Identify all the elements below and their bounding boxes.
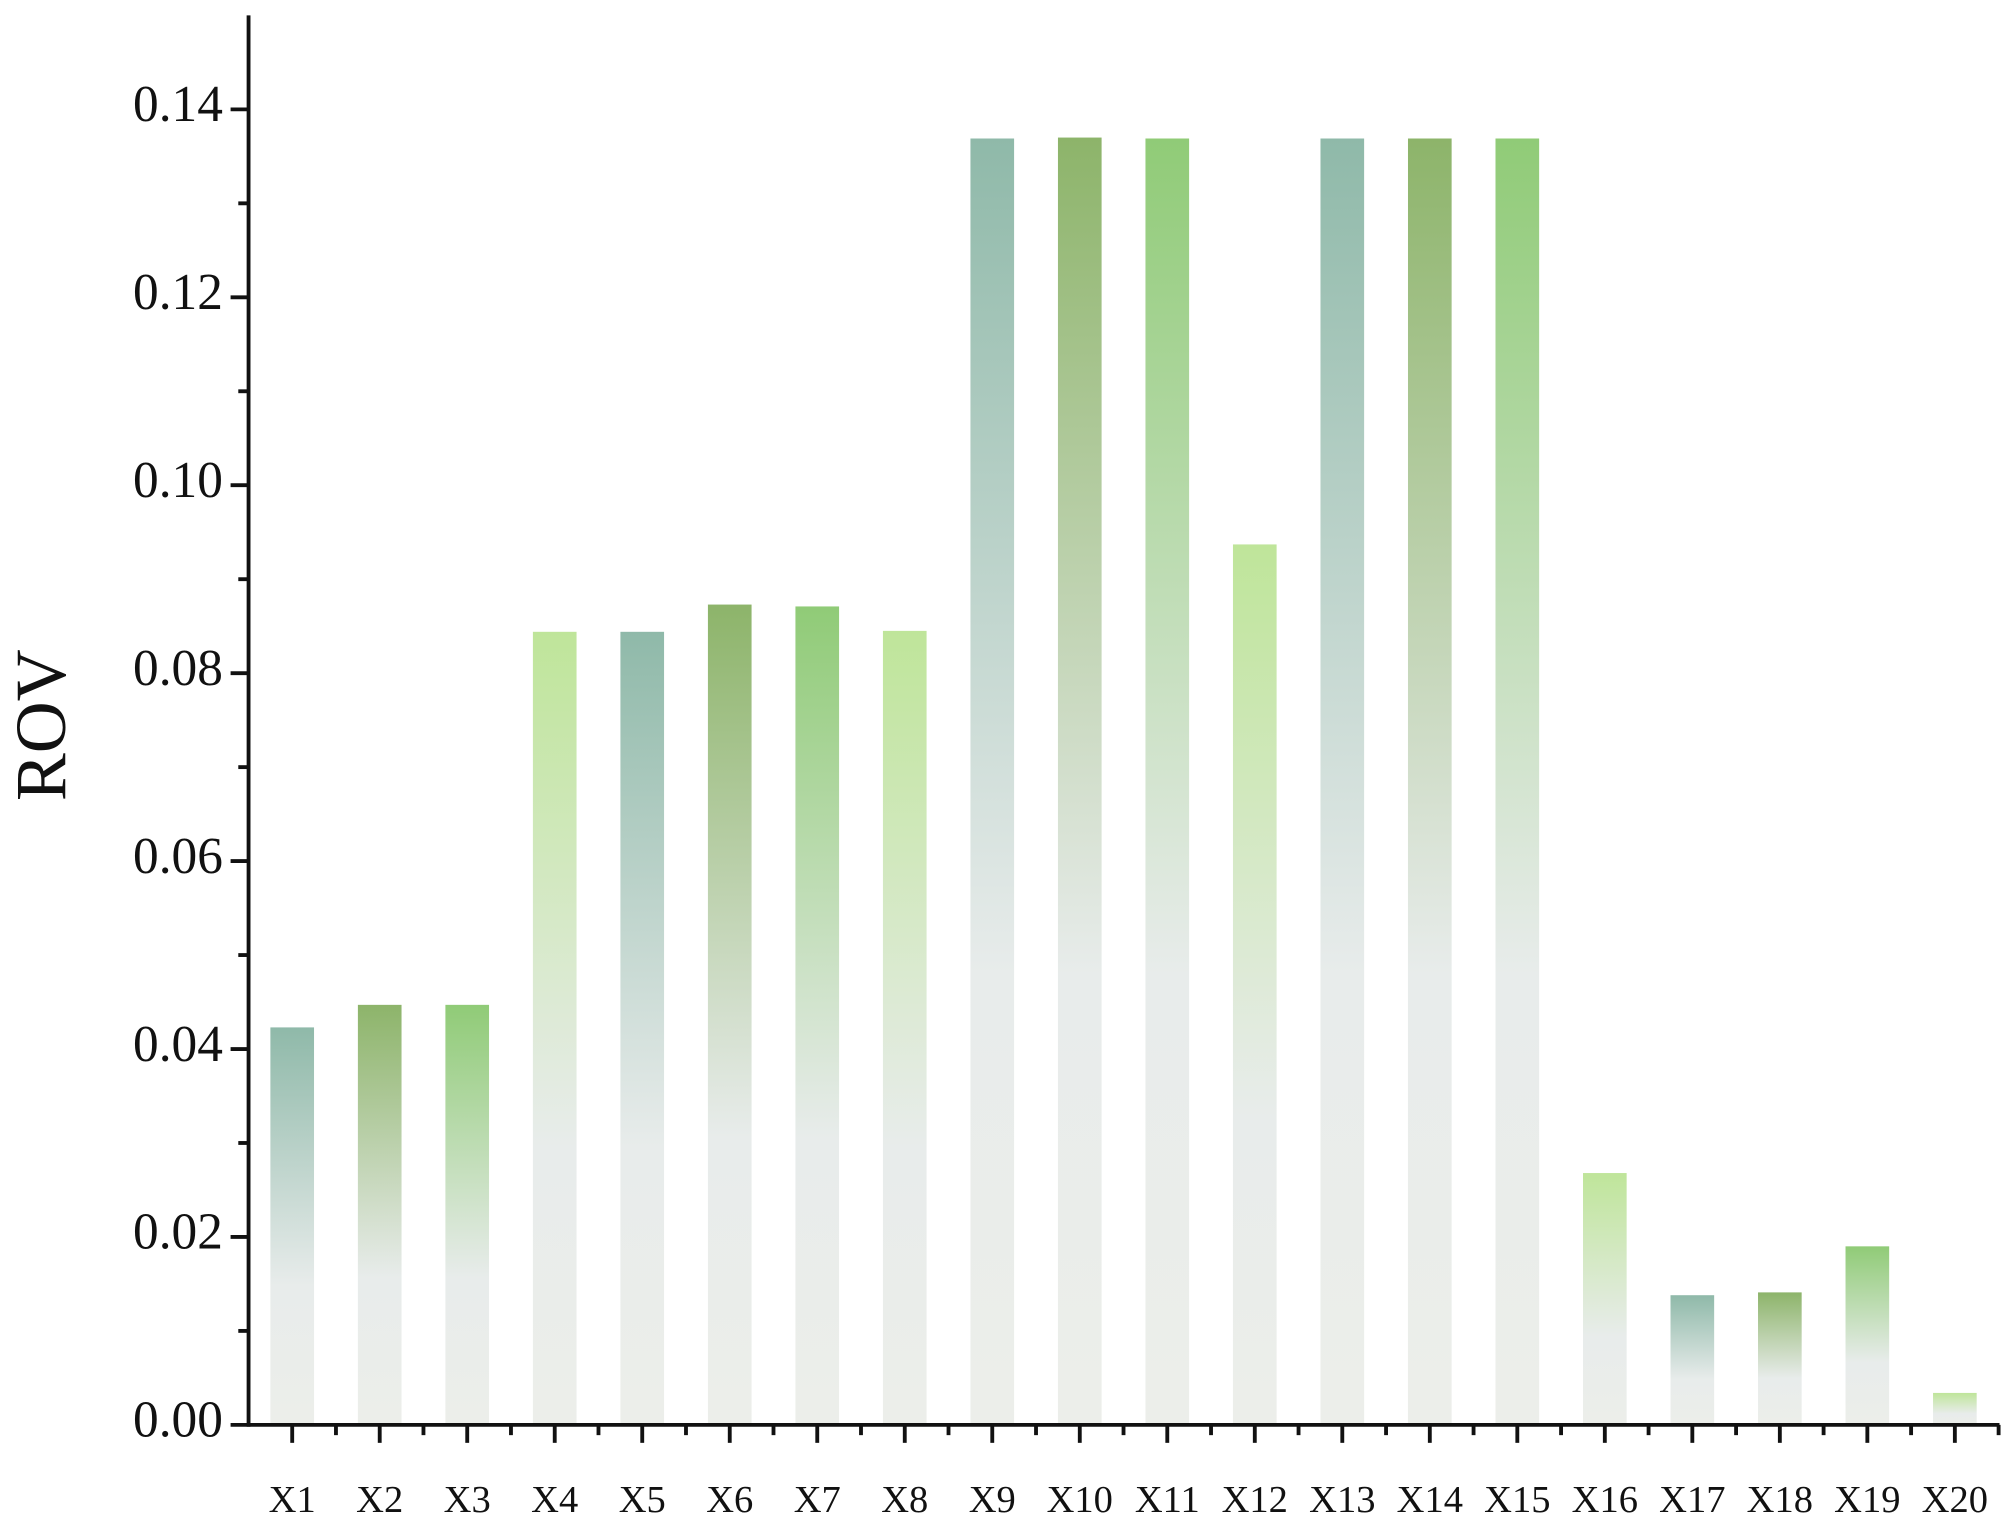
x-tick-label: X12 [1222,1479,1288,1521]
bar [1320,138,1365,1425]
x-tick-label: X8 [881,1479,928,1521]
x-tick-label: X9 [969,1479,1016,1521]
bar [1845,1246,1890,1425]
x-tick-label: X5 [619,1479,666,1521]
y-tick-label: 0.04 [133,1016,223,1073]
x-tick-label: X16 [1572,1479,1638,1521]
x-tick-label: X15 [1484,1479,1550,1521]
y-tick-label: 0.12 [133,264,223,321]
y-tick-label: 0.10 [133,452,223,509]
x-tick-label: X19 [1834,1479,1900,1521]
bar [1057,137,1102,1425]
bar [445,1004,490,1425]
x-tick-label: X20 [1922,1479,1988,1521]
bar [707,604,752,1425]
x-tick-label: X17 [1659,1479,1725,1521]
x-tick-label: X4 [531,1479,578,1521]
y-tick-label: 0.14 [133,76,223,133]
bar [970,138,1015,1425]
x-tick-label: X14 [1397,1479,1463,1521]
bar [1407,138,1452,1425]
y-tick-label: 0.00 [133,1392,223,1449]
x-tick-label: X3 [444,1479,491,1521]
bar [882,630,927,1425]
y-tick-label: 0.06 [133,828,223,885]
bar [1232,544,1277,1425]
y-tick-label: 0.02 [133,1204,223,1261]
bar [270,1027,315,1425]
x-tick-label: X1 [269,1479,316,1521]
x-tick-label: X10 [1047,1479,1113,1521]
x-tick-label: X2 [356,1479,403,1521]
bar [1582,1173,1627,1425]
bar [1670,1295,1715,1425]
y-axis-title: ROV [1,649,81,801]
bar [532,631,577,1425]
x-tick-label: X11 [1135,1479,1200,1521]
bar [620,631,665,1425]
bar [357,1004,402,1425]
x-tick-label: X18 [1747,1479,1813,1521]
x-tick-label: X13 [1309,1479,1375,1521]
x-tick-label: X6 [706,1479,753,1521]
bar [1145,138,1190,1425]
bar [1495,138,1540,1425]
bar [1933,1392,1977,1425]
bar [795,606,840,1425]
bar [1758,1292,1802,1425]
y-tick-label: 0.08 [133,640,223,697]
x-tick-label: X7 [794,1479,841,1521]
